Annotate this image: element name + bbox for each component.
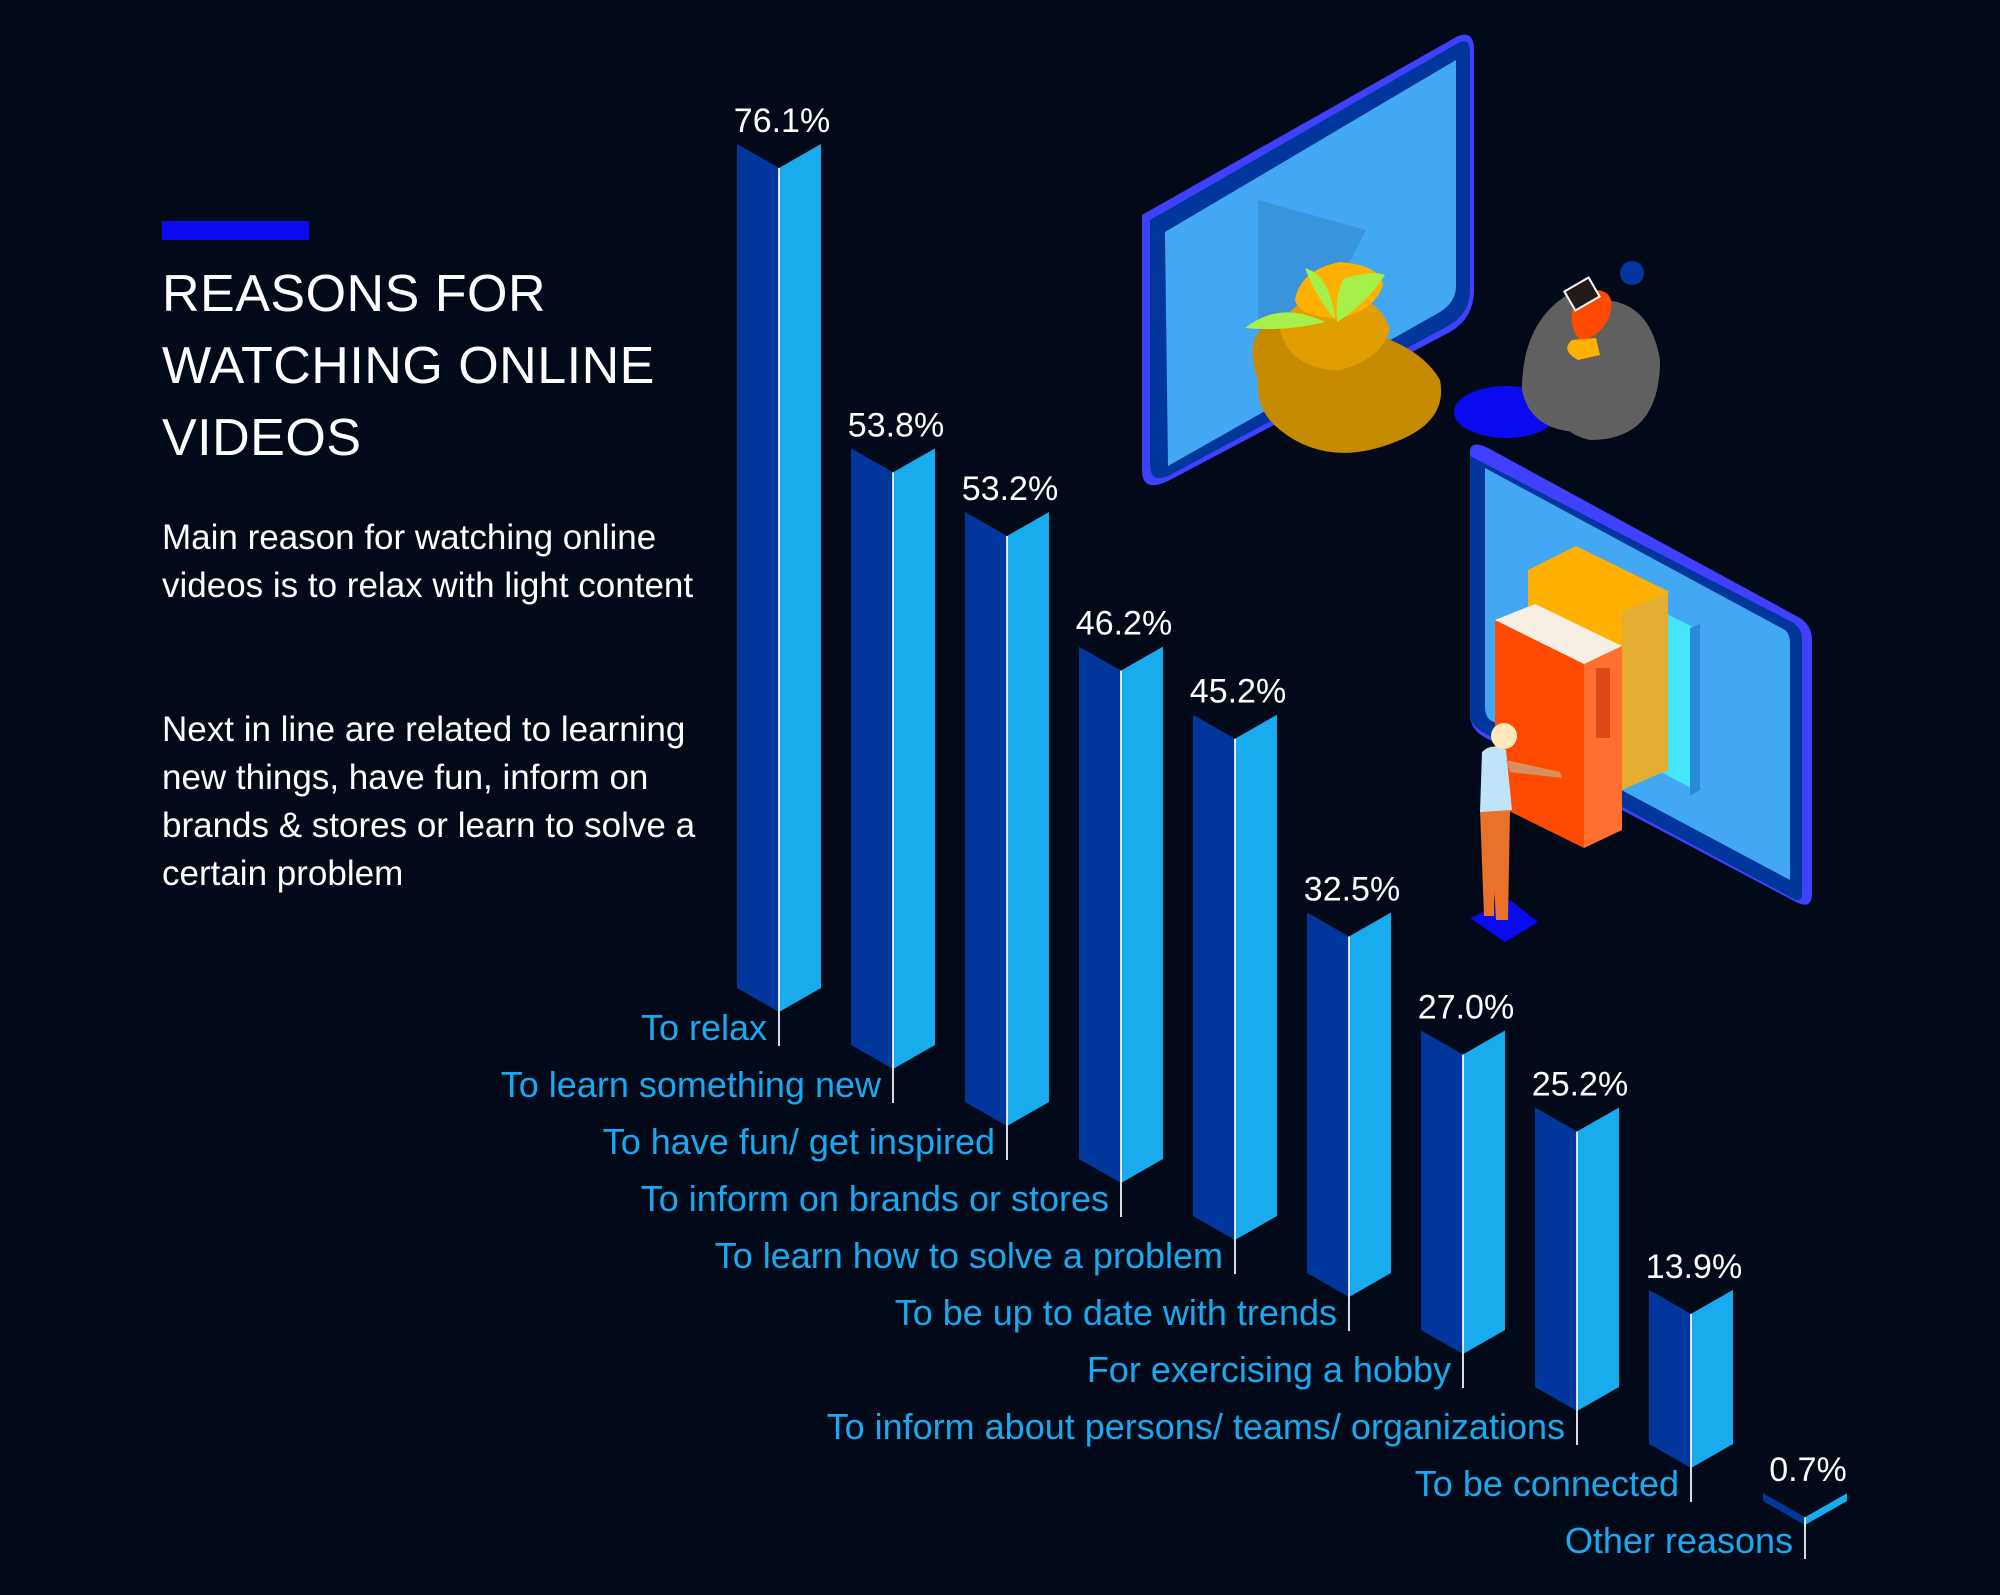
bar-left-face <box>1649 1289 1691 1468</box>
bar-right-face <box>1691 1289 1733 1468</box>
bar-right-face <box>1349 912 1391 1297</box>
bar-left-face <box>1535 1107 1577 1411</box>
value-label: 76.1% <box>734 102 830 140</box>
category-label: To learn how to solve a problem <box>715 1235 1223 1276</box>
bar-left-face <box>965 511 1007 1127</box>
monitor-with-books-icon <box>1470 444 1812 905</box>
value-label: 32.5% <box>1304 871 1400 909</box>
category-label: To be up to date with trends <box>895 1292 1337 1333</box>
category-label: To learn something new <box>501 1064 882 1105</box>
person-pointing-icon <box>1470 723 1562 942</box>
bar-right-face <box>1577 1107 1619 1411</box>
bar-right-face <box>1121 646 1163 1183</box>
category-label: To inform on brands or stores <box>641 1178 1109 1219</box>
bar-right-face <box>1007 511 1049 1127</box>
bar-left-face <box>851 448 893 1070</box>
value-label: 45.2% <box>1190 673 1286 711</box>
bar-left-face <box>1307 912 1349 1297</box>
bars-layer: 76.1% To relax 53.8% To learn something new… <box>501 102 1847 1561</box>
value-label: 27.0% <box>1418 989 1514 1027</box>
value-label: 13.9% <box>1646 1248 1742 1286</box>
page-title: REASONS FOR WATCHING ONLINE VIDEOS <box>162 265 655 467</box>
value-label: 0.7% <box>1769 1451 1847 1489</box>
value-label: 25.2% <box>1532 1066 1628 1104</box>
summary-paragraph-1: Main reason for watching online videos i… <box>162 518 694 605</box>
bar-left-face <box>1421 1030 1463 1354</box>
bar-right-face <box>893 448 935 1070</box>
bar-left-face <box>737 144 779 1012</box>
bar-right-face <box>1805 1493 1847 1525</box>
bar-right-face <box>779 144 821 1012</box>
bar-right-face <box>1235 714 1277 1240</box>
category-label: Other reasons <box>1565 1520 1793 1561</box>
category-label: To have fun/ get inspired <box>603 1121 995 1162</box>
category-label: To be connected <box>1415 1463 1679 1504</box>
value-label: 53.8% <box>848 406 944 444</box>
bar-right-face <box>1463 1030 1505 1354</box>
bar-left-face <box>1079 646 1121 1183</box>
bar-left-face <box>1193 714 1235 1240</box>
category-label: To relax <box>641 1007 767 1048</box>
value-label: 53.2% <box>962 470 1058 508</box>
bar-left-face <box>1763 1493 1805 1525</box>
summary-paragraph-2: Next in line are related to learning new… <box>162 710 696 893</box>
accent-bar <box>162 221 309 240</box>
monitor-with-plant-icon <box>1142 34 1474 486</box>
category-label: To inform about persons/ teams/ organiza… <box>827 1406 1565 1447</box>
person-in-beanbag-icon <box>1454 261 1660 440</box>
category-label: For exercising a hobby <box>1087 1349 1451 1390</box>
value-label: 46.2% <box>1076 605 1172 643</box>
